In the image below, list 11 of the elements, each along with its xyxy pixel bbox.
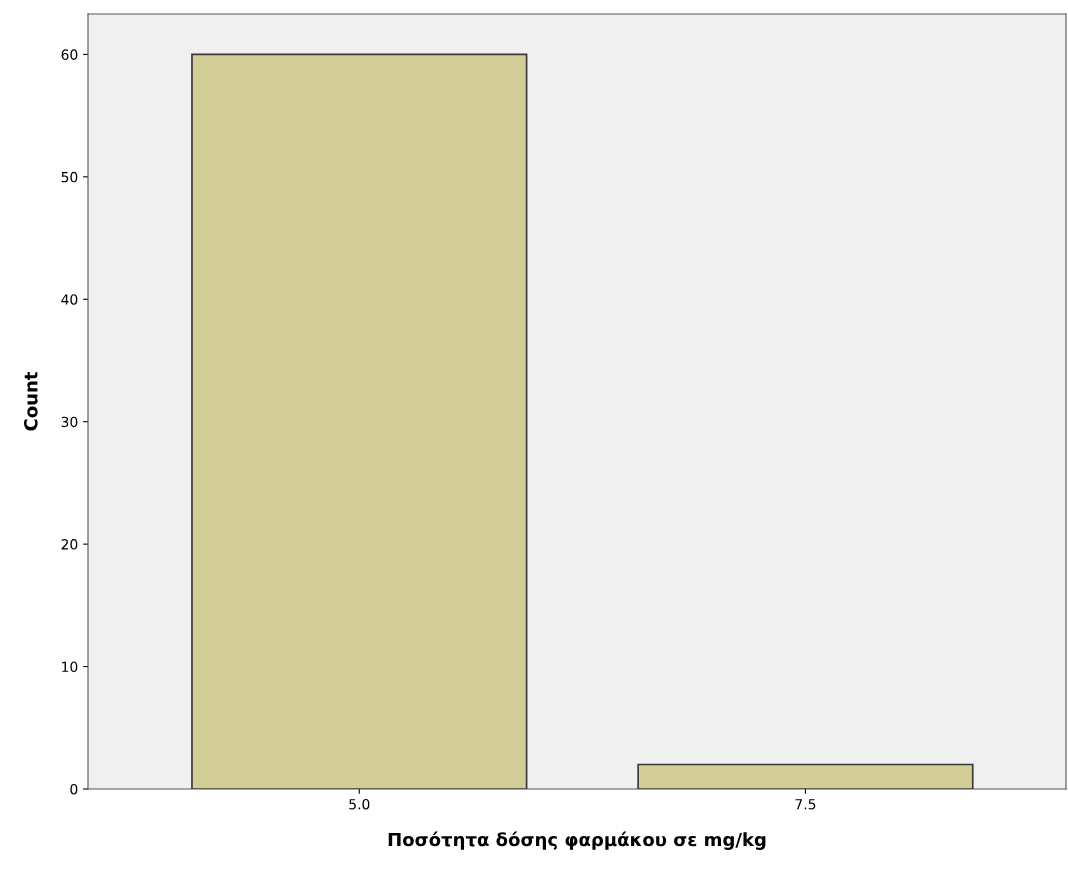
x-tick-label: 7.5 bbox=[795, 799, 816, 810]
y-tick-label: 50 bbox=[61, 171, 78, 183]
x-axis-title: Ποσότητα δόσης φαρμάκου σε mg/kg bbox=[388, 831, 766, 850]
y-tick-label: 40 bbox=[61, 294, 78, 305]
y-tick-label: 0 bbox=[70, 783, 78, 795]
y-axis-title: Count bbox=[24, 371, 38, 431]
y-tick-label: 10 bbox=[62, 661, 78, 673]
y-tick-label: 60 bbox=[61, 49, 78, 60]
y-tick-label: 20 bbox=[61, 539, 78, 550]
y-tick-label: 30 bbox=[61, 416, 78, 428]
x-tick-label: 5.0 bbox=[349, 798, 370, 810]
